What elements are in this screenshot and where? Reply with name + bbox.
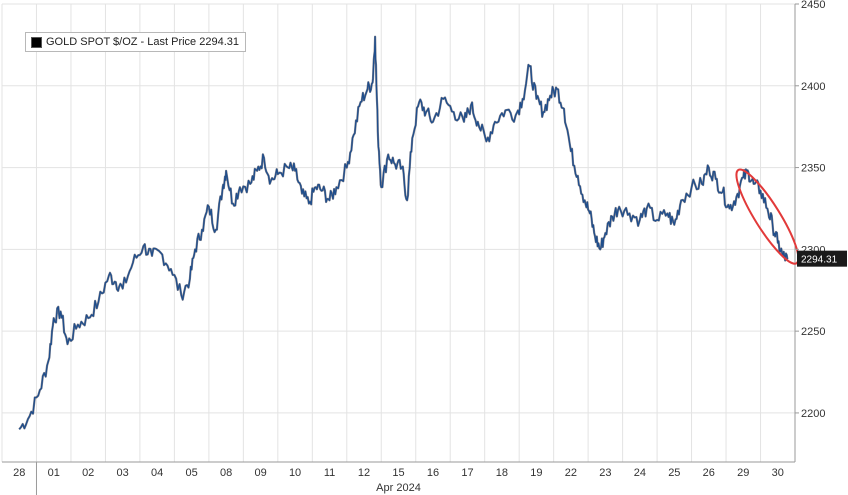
x-tick-label: 10 [289,467,301,479]
y-tick-label: 2250 [801,326,825,338]
series-line [18,36,789,430]
legend: GOLD SPOT $/OZ - Last Price 2294.31 [25,32,246,52]
x-tick-label: 01 [48,467,60,479]
y-tick-label: 2350 [801,163,825,175]
legend-swatch [31,36,42,48]
last-price-tag-label: 2294.31 [801,255,838,266]
x-tick-label: 11 [324,467,335,479]
x-tick-label: 23 [599,467,611,479]
x-tick-label: 02 [82,467,94,479]
series-layer [18,35,789,431]
y-tick-label: 2400 [801,81,825,93]
month-label: Apr 2024 [376,482,421,494]
x-tick-label: 25 [668,467,680,479]
last-price-tag: 2294.31 [797,250,847,267]
x-tick-label: 05 [186,467,198,479]
x-tick-label: 28 [13,467,25,479]
plot-area [2,4,795,462]
axes [2,4,796,463]
x-tick-label: 12 [358,467,370,479]
x-tick-label: 04 [151,467,163,479]
y-tick-label: 2450 [801,0,825,11]
x-tick-label: 30 [772,467,784,479]
x-tick-label: 08 [220,467,232,479]
legend-text: GOLD SPOT $/OZ - Last Price 2294.31 [46,36,239,48]
x-tick-label: 17 [461,467,473,479]
last-price-tag-box [797,250,847,267]
annotation-ellipse [735,168,800,265]
x-tick-label: 09 [254,467,266,479]
x-tick-label: 26 [703,467,715,479]
annotation-layer [735,168,800,265]
x-tick-label: 29 [737,467,749,479]
x-tick-label: 16 [427,467,439,479]
x-tick-label: 18 [496,467,508,479]
x-tick-label: 15 [392,467,404,479]
x-tick-label: 03 [117,467,129,479]
x-axis-ticks: 28 01 02 03 04 05 08 09 10 11 12 15 16 17 18 19 22 23 24 25… [13,462,784,495]
x-tick-label: 24 [634,467,646,479]
x-tick-label: 19 [530,467,542,479]
x-tick-label: 22 [565,467,577,479]
grid [1,3,796,462]
y-tick-label: 2200 [801,408,825,420]
